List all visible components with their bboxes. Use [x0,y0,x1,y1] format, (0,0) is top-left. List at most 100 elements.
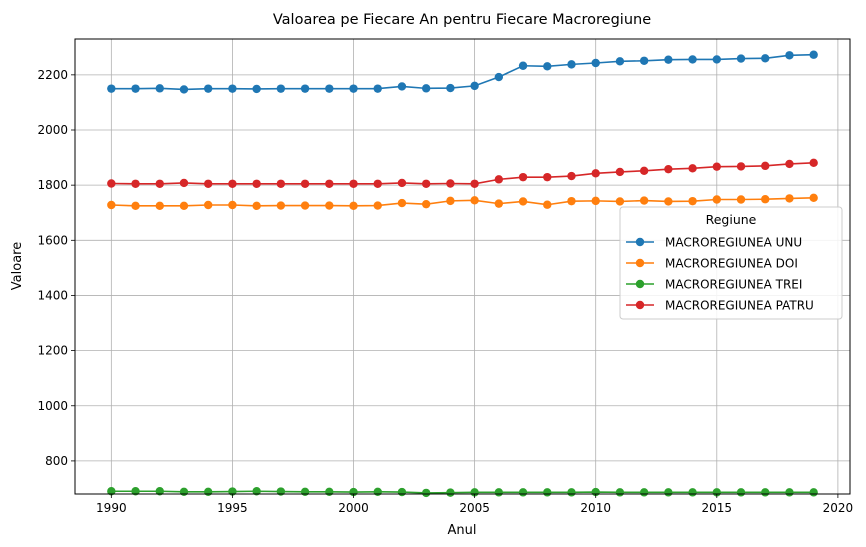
data-point [761,54,770,63]
data-point [591,58,600,68]
data-point [228,200,237,210]
data-point [276,84,286,93]
series-layer [107,50,818,498]
data-point [228,179,237,188]
data-point [761,161,770,171]
data-point [131,201,140,211]
data-point [615,167,625,177]
data-point [712,162,721,171]
data-point [300,84,310,93]
data-point [155,201,164,211]
data-point [373,179,382,188]
legend-entry: MACROREGIUNEA DOI [626,257,798,271]
legend-label: MACROREGIUNEA PATRU [665,299,814,313]
data-point [809,50,818,59]
data-point [688,488,697,497]
data-point [567,60,576,69]
legend-entry: MACROREGIUNEA TREI [626,278,802,292]
data-point [300,179,310,188]
data-point [494,488,504,497]
data-point [785,159,794,169]
data-point [397,198,407,208]
legend-box [619,206,843,320]
data-point [446,196,455,206]
data-point [179,487,189,496]
data-point [107,200,116,210]
data-point [107,179,116,188]
data-point [809,193,818,203]
data-point [615,488,625,497]
data-point [325,84,334,93]
data-point [543,200,552,209]
data-point [567,196,576,206]
data-point [107,84,116,93]
data-point [349,201,358,211]
x-axis-label: Anul [448,523,477,538]
y-axis-label: Valoare [10,242,25,290]
y-tick-label: 1000 [37,399,68,413]
data-point [373,201,382,210]
data-point [518,61,528,70]
data-point [809,488,818,497]
data-point [204,487,213,496]
data-point [446,83,455,93]
data-point [761,195,770,204]
data-point [567,171,576,181]
data-point [204,179,213,188]
data-point [543,488,552,497]
data-point [179,201,189,211]
data-point [639,166,649,176]
data-point [131,84,140,93]
data-point [591,196,600,206]
data-point [397,487,407,497]
data-point [494,175,504,184]
data-point [615,197,625,206]
series-2 [107,193,818,211]
legend-swatch-marker [635,300,645,310]
data-point [688,196,697,206]
data-point [179,178,189,188]
data-point [470,196,479,205]
data-point [373,84,382,93]
data-point [736,54,746,63]
legend-entry: MACROREGIUNEA UNU [626,236,802,250]
x-tick-label: 2005 [459,501,490,515]
data-point [252,179,261,188]
x-axis: 1990 1995 2000 2005 2010 2015 2020 [96,494,853,515]
data-point [518,172,528,182]
y-tick-label: 1600 [37,233,68,247]
series-4 [107,158,818,188]
data-point [397,178,407,188]
x-tick-label: 1995 [217,501,248,515]
legend-label: MACROREGIUNEA TREI [665,278,802,292]
x-tick-label: 2000 [338,501,369,515]
x-tick-label: 1990 [96,501,127,515]
data-point [494,72,504,82]
x-tick-label: 2010 [580,501,611,515]
y-tick-label: 2000 [37,123,68,137]
data-point [470,179,479,188]
data-point [421,199,431,209]
data-point [349,179,358,188]
data-point [639,56,649,65]
data-point [736,162,746,171]
data-point [736,195,746,204]
data-point [252,84,261,94]
legend-label: MACROREGIUNEA UNU [665,236,802,250]
data-point [325,201,334,210]
data-point [325,487,334,496]
data-point [664,55,673,64]
data-point [543,172,552,182]
data-point [785,488,794,497]
plot-area-frame [74,38,851,495]
data-point [518,488,528,497]
data-point [276,201,286,210]
y-tick-label: 800 [45,454,68,468]
legend-title: Regiune [706,212,757,227]
legend-swatch-marker [635,237,645,247]
legend-entry: MACROREGIUNEA PATRU [626,299,814,313]
data-point [591,169,600,178]
data-point [228,84,237,93]
data-point [131,487,140,496]
data-point [494,199,504,208]
